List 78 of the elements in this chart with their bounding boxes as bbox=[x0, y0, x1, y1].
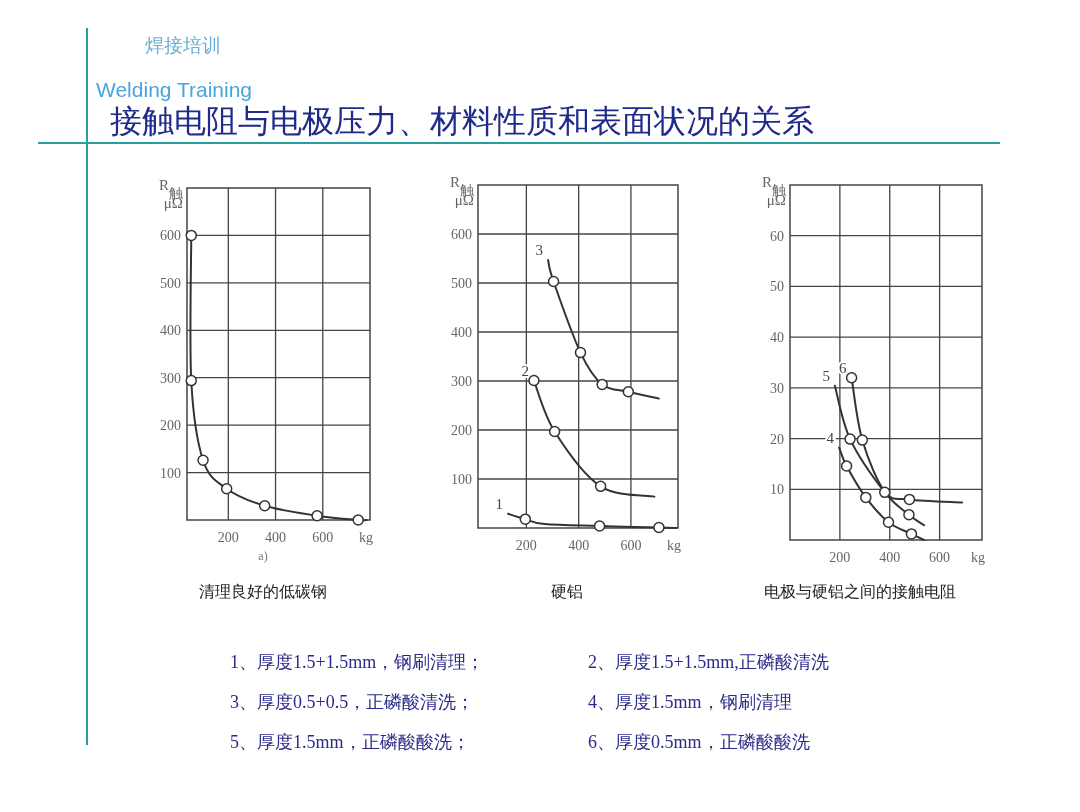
point bbox=[197, 454, 209, 466]
y-tick-label: 40 bbox=[770, 330, 784, 346]
point bbox=[519, 513, 532, 525]
point bbox=[185, 374, 197, 387]
text: 2、厚度1.5+1.5mm,正磷酸清洗 bbox=[588, 652, 829, 672]
y-tick-label: 600 bbox=[451, 227, 472, 242]
line-series bbox=[838, 446, 926, 541]
point bbox=[185, 229, 197, 242]
point bbox=[903, 493, 916, 506]
point bbox=[840, 460, 853, 472]
point bbox=[653, 521, 665, 534]
text: 硬铝 bbox=[551, 583, 583, 600]
point bbox=[596, 378, 608, 391]
x-tick-label: 600 bbox=[620, 538, 642, 553]
point bbox=[548, 425, 561, 438]
y-tick-label: 300 bbox=[160, 370, 181, 386]
y-tick-label: 10 bbox=[770, 482, 784, 498]
x-axis-title: kg bbox=[971, 550, 985, 565]
text: 1、厚度1.5+1.5mm，钢刷清理； bbox=[230, 652, 485, 672]
text: a) bbox=[258, 549, 268, 563]
x-tick-label: 600 bbox=[312, 530, 334, 545]
point bbox=[860, 491, 872, 504]
x-tick-label: 400 bbox=[568, 538, 590, 553]
x-axis-title: kg bbox=[359, 530, 373, 545]
y-tick-label: 60 bbox=[770, 228, 784, 244]
point bbox=[528, 374, 540, 387]
y-tick-label: 50 bbox=[770, 279, 784, 295]
text: 电极与硬铝之间的接触电阻 bbox=[764, 583, 956, 600]
point bbox=[311, 509, 323, 522]
x-tick-label: 200 bbox=[515, 538, 537, 553]
point bbox=[903, 508, 915, 521]
point bbox=[220, 482, 233, 495]
series-label: 1 bbox=[495, 495, 504, 512]
series-label: 5 bbox=[822, 367, 830, 384]
y-tick-label: 20 bbox=[770, 431, 784, 447]
point bbox=[882, 516, 895, 528]
point bbox=[844, 433, 856, 445]
point bbox=[352, 514, 364, 526]
point bbox=[574, 346, 587, 359]
point bbox=[622, 386, 635, 398]
y-axis-title: R$_{触}$ μΩ bbox=[158, 177, 183, 211]
y-tick-label: 200 bbox=[451, 423, 472, 438]
y-axis-title: R$_{触}$ μΩ bbox=[449, 174, 474, 208]
x-tick-label: 400 bbox=[879, 550, 901, 565]
point bbox=[593, 520, 606, 532]
x-tick-label: 200 bbox=[829, 550, 851, 565]
text: 接触电阻与电极压力、材料性质和表面状况的关系 bbox=[110, 103, 814, 139]
series-label: 3 bbox=[535, 241, 544, 258]
text: 5、厚度1.5mm，正磷酸酸洗； bbox=[230, 732, 470, 752]
y-tick-label: 100 bbox=[160, 465, 181, 481]
y-tick-label: 300 bbox=[451, 374, 472, 389]
y-tick-label: 500 bbox=[160, 275, 181, 291]
text: 焊接培训 bbox=[145, 35, 221, 56]
point bbox=[258, 500, 271, 512]
point bbox=[879, 486, 891, 499]
point bbox=[845, 371, 858, 384]
x-tick-label: 400 bbox=[265, 530, 287, 545]
x-tick-label: 200 bbox=[217, 530, 239, 545]
y-axis-title: R$_{触}$ μΩ bbox=[761, 174, 786, 208]
text: 3、厚度0.5+0.5，正磷酸清洗； bbox=[230, 692, 475, 712]
x-axis-title: kg bbox=[667, 538, 681, 553]
y-tick-label: 100 bbox=[451, 472, 472, 487]
point bbox=[905, 528, 918, 540]
y-tick-label: 400 bbox=[451, 325, 472, 340]
text: 4、厚度1.5mm，钢刷清理 bbox=[588, 692, 792, 712]
y-tick-label: 30 bbox=[770, 380, 784, 396]
y-tick-label: 600 bbox=[160, 228, 181, 244]
y-tick-label: 500 bbox=[451, 276, 472, 291]
point bbox=[594, 480, 607, 493]
text: 清理良好的低碳钢 bbox=[199, 583, 327, 600]
y-tick-label: 400 bbox=[160, 323, 181, 339]
text: Welding Training bbox=[96, 78, 253, 101]
line-series bbox=[547, 258, 660, 400]
point bbox=[547, 275, 560, 288]
point bbox=[856, 434, 869, 446]
y-tick-label: 200 bbox=[160, 418, 181, 434]
text: 6、厚度0.5mm，正磷酸酸洗 bbox=[588, 732, 810, 752]
x-tick-label: 600 bbox=[929, 550, 951, 565]
